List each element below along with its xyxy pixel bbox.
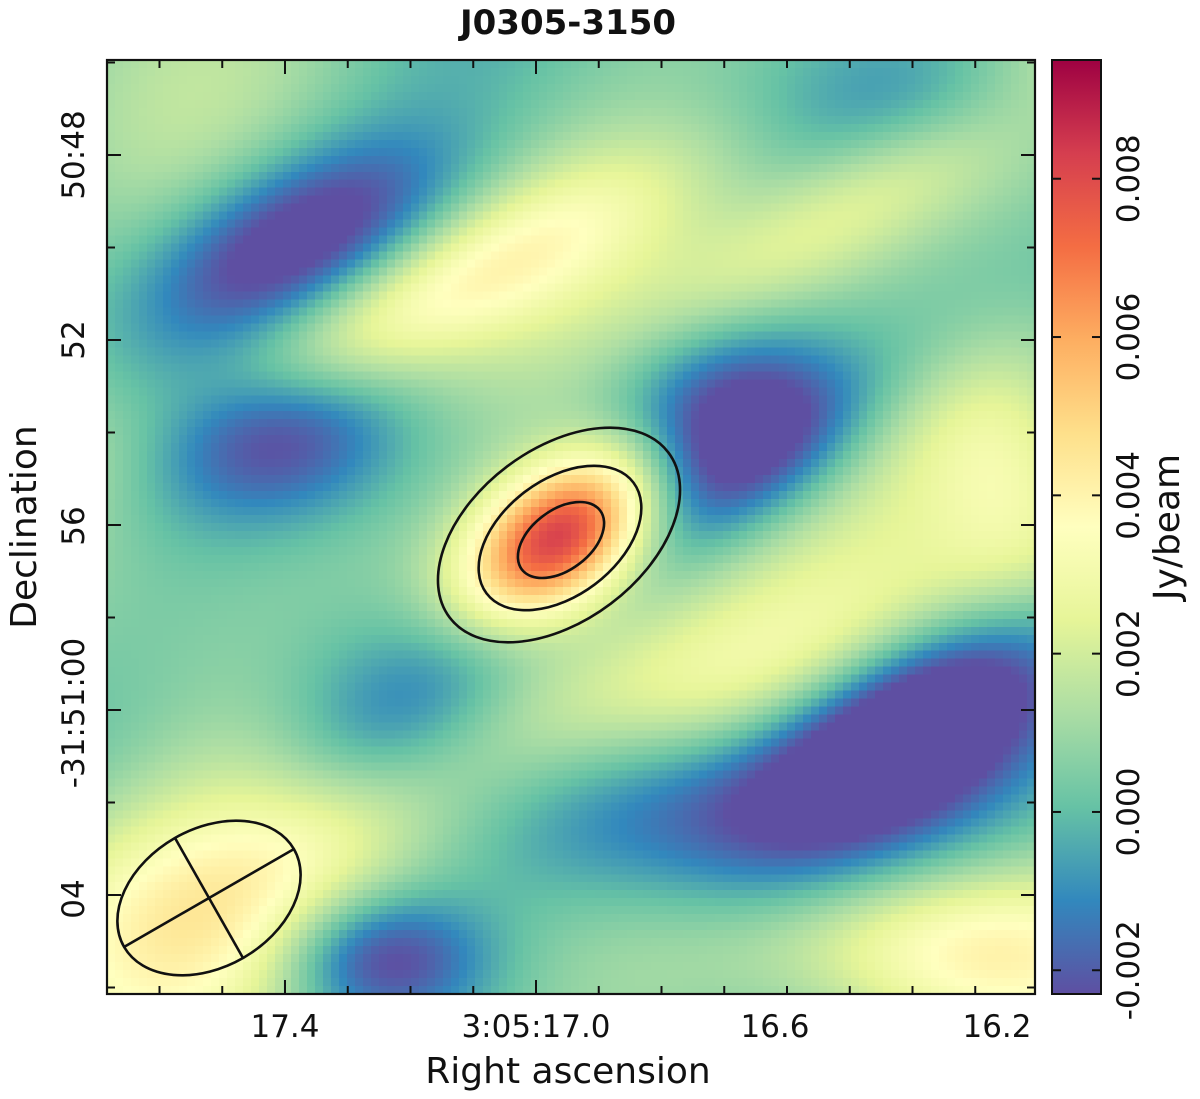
- x-tick-label: 3:05:17.0: [461, 1009, 610, 1045]
- beam-ellipse: [116, 819, 302, 977]
- y-tick-label: 04: [56, 879, 92, 918]
- colorbar-tick-label: 0.006: [1111, 293, 1147, 382]
- contour-level-1: [436, 426, 682, 644]
- contour-level-3: [516, 500, 606, 580]
- x-tick-label: 17.4: [250, 1009, 319, 1045]
- colorbar: [1051, 59, 1102, 995]
- colorbar-tick-label: 0.008: [1111, 134, 1147, 223]
- axis-ticks: [107, 60, 1035, 994]
- x-tick-label: 16.2: [962, 1009, 1031, 1045]
- y-tick-label: 50:48: [56, 110, 92, 199]
- y-tick-labels: 50:48 52 56 -31:51:00 04: [56, 110, 92, 918]
- plot-frame: [105, 58, 1037, 996]
- beam-minor-axis: [173, 837, 245, 959]
- chart-title: J0305-3150: [458, 3, 676, 43]
- y-tick-label: -31:51:00: [56, 638, 92, 788]
- colorbar-tick-label: -0.002: [1111, 920, 1147, 1020]
- colorbar-ticks: -0.002 0.000 0.002 0.004 0.006 0.008: [1052, 134, 1147, 1020]
- y-tick-label: 56: [56, 506, 92, 545]
- x-tick-label: 16.6: [740, 1009, 809, 1045]
- contour-level-2: [477, 464, 643, 612]
- x-tick-labels: 17.4 3:05:17.0 16.6 16.2: [250, 1009, 1031, 1045]
- colorbar-tick-label: 0.000: [1111, 768, 1147, 857]
- contour-set: [436, 426, 682, 644]
- colorbar-tick-label: 0.002: [1111, 609, 1147, 698]
- colorbar-tick-label: 0.004: [1111, 451, 1147, 540]
- heatmap: [107, 60, 1035, 994]
- x-axis-label: Right ascension: [425, 1051, 710, 1092]
- colorbar-label: Jy/beam: [1147, 454, 1188, 602]
- y-tick-label: 52: [56, 320, 92, 359]
- y-axis-label: Declination: [4, 425, 45, 629]
